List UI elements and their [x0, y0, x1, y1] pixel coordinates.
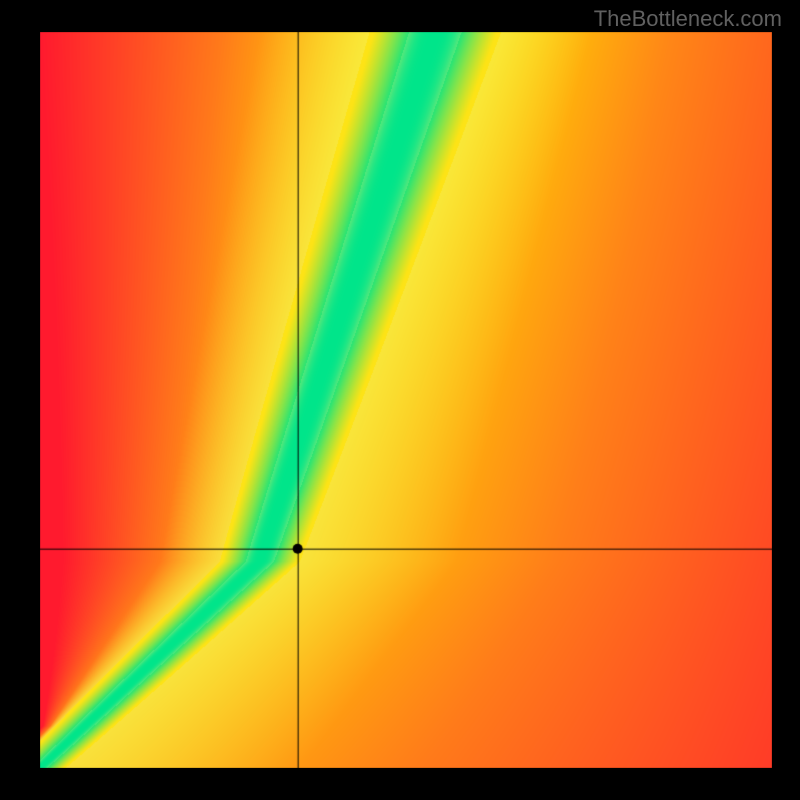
axis-border-right	[772, 28, 776, 772]
chart-container: TheBottleneck.com	[0, 0, 800, 800]
axis-border-left	[36, 28, 40, 772]
axis-border-bottom	[36, 768, 776, 772]
watermark-text: TheBottleneck.com	[594, 6, 782, 32]
bottleneck-heatmap	[0, 0, 800, 800]
